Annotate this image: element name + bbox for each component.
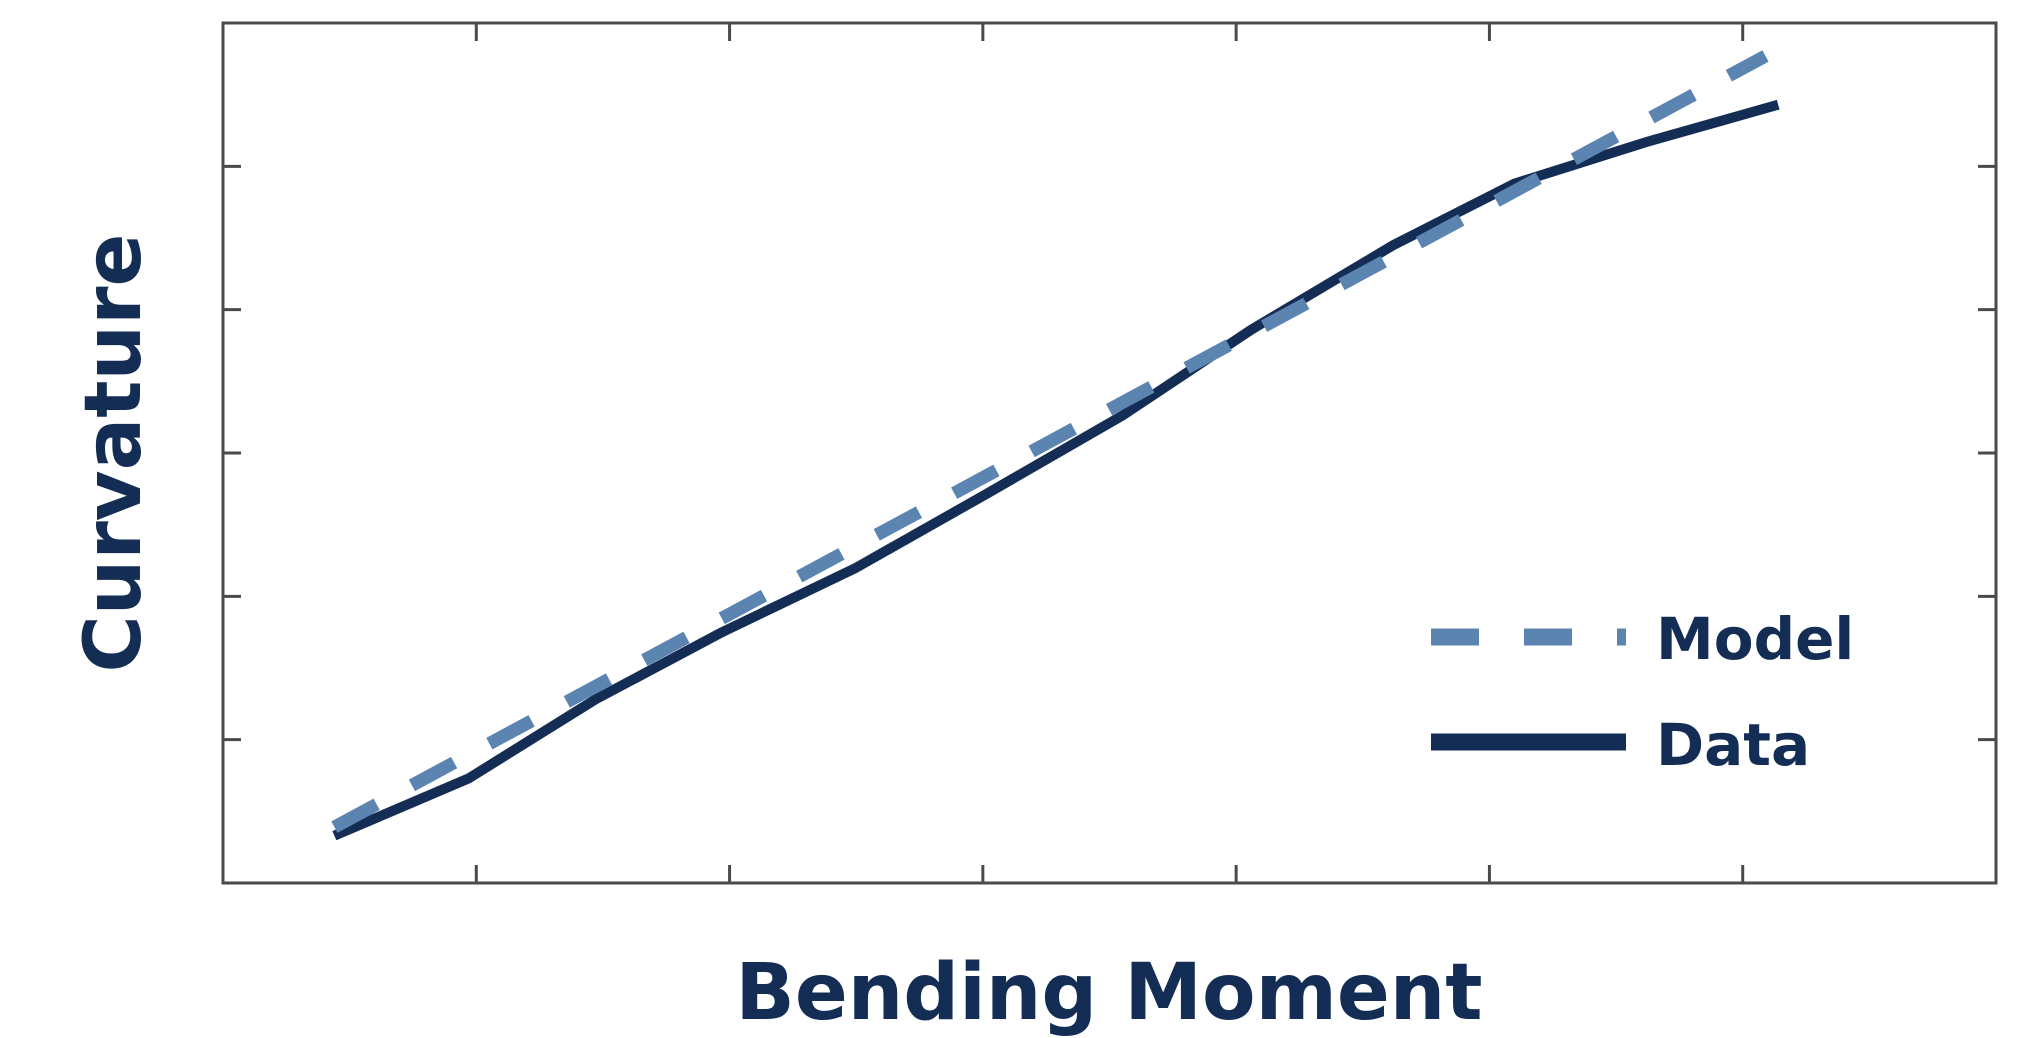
legend-data-label: Data: [1656, 711, 1810, 779]
series-line-data: [332, 99, 1780, 841]
legend-model-label: Model: [1656, 605, 1854, 673]
y-axis-label: Curvature: [69, 234, 159, 673]
series-line-model: [331, 50, 1769, 833]
series-layer: [331, 50, 1780, 841]
x-axis-label: Bending Moment: [735, 948, 1482, 1038]
axis-ticks: [223, 23, 1996, 883]
legend: Model Data: [1431, 605, 1854, 779]
